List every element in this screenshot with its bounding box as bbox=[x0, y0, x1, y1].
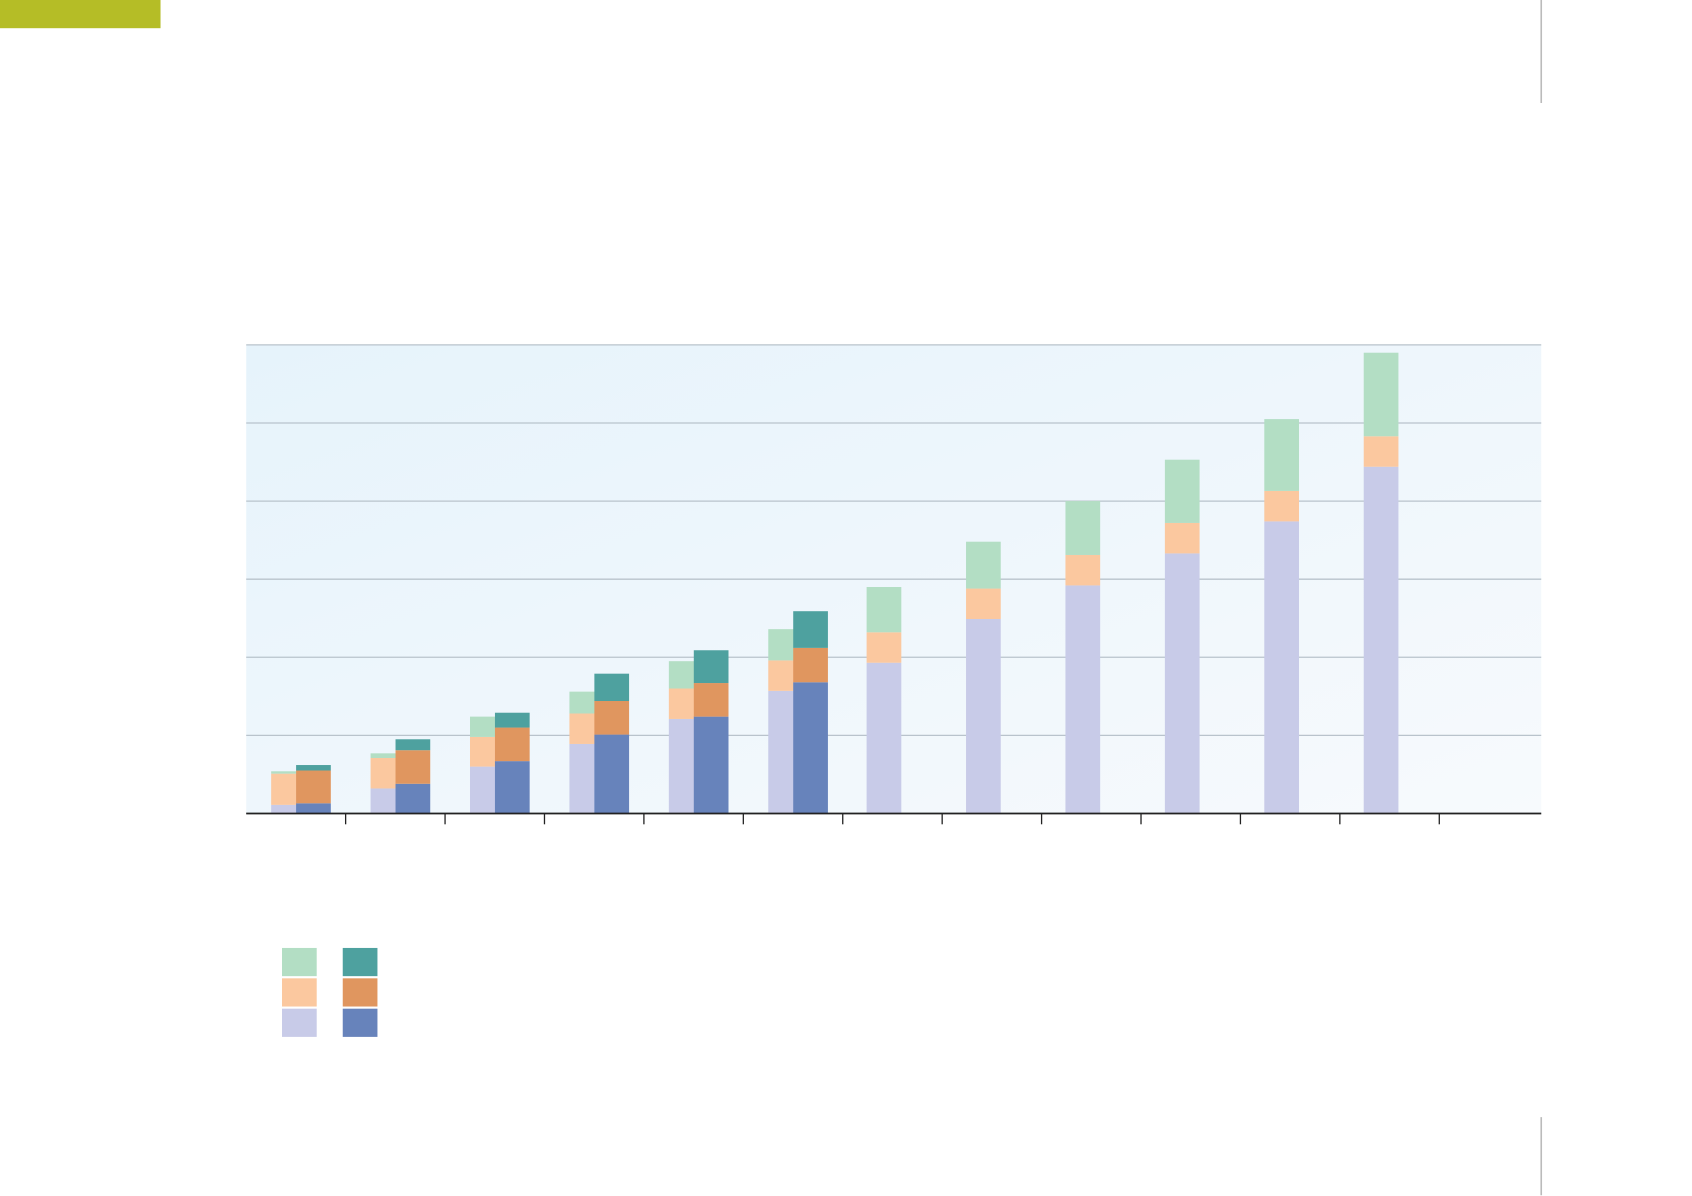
legend-swatch bbox=[282, 1008, 317, 1037]
bar-segment bbox=[693, 716, 729, 814]
bar-segment bbox=[594, 734, 630, 814]
bar-segment bbox=[594, 673, 630, 702]
bar-segment bbox=[866, 632, 902, 663]
bar-segment bbox=[1065, 554, 1101, 586]
legend-swatch bbox=[342, 947, 378, 977]
bar-segment bbox=[494, 727, 530, 762]
bar-segment bbox=[793, 611, 828, 648]
bar-segment bbox=[768, 629, 795, 661]
bar-segment bbox=[470, 736, 497, 767]
bar-segment bbox=[470, 716, 497, 737]
bar-segment bbox=[1164, 553, 1200, 814]
bar-segment bbox=[793, 682, 828, 814]
bar-segment bbox=[594, 701, 630, 735]
bar-segment bbox=[271, 804, 298, 814]
bar-segment bbox=[370, 758, 397, 789]
bar-segment bbox=[370, 753, 397, 759]
bar-segment bbox=[1264, 490, 1300, 522]
bar-segment bbox=[1065, 585, 1101, 814]
bar-segment bbox=[866, 586, 902, 633]
bar-segment bbox=[370, 788, 397, 814]
bar-segment bbox=[866, 662, 902, 814]
bar-segment bbox=[296, 770, 331, 804]
bar-segment bbox=[271, 771, 298, 774]
bar-segment bbox=[966, 619, 1001, 814]
bar-segment bbox=[395, 739, 431, 751]
bar-segment bbox=[668, 661, 695, 689]
legend-swatch bbox=[282, 947, 317, 977]
bar-segment bbox=[1164, 522, 1200, 554]
bar-segment bbox=[1363, 436, 1399, 467]
bar-segment bbox=[395, 750, 431, 784]
bar-segment bbox=[494, 712, 530, 728]
bar-segment bbox=[693, 683, 729, 717]
bar-segment bbox=[494, 761, 530, 814]
bar-segment bbox=[569, 691, 596, 714]
legend-swatch bbox=[282, 978, 317, 1007]
bar-segment bbox=[668, 718, 695, 814]
bar-segment bbox=[768, 690, 795, 814]
bar-segment bbox=[966, 588, 1001, 620]
bar-segment bbox=[1363, 466, 1399, 814]
legend-swatch bbox=[342, 978, 378, 1007]
legend-swatch bbox=[342, 1008, 378, 1037]
bar-segment bbox=[966, 541, 1001, 589]
bar-segment bbox=[1065, 501, 1101, 555]
header-tab bbox=[0, 0, 161, 29]
bar-segment bbox=[296, 765, 331, 771]
bar-segment bbox=[1264, 419, 1300, 491]
bar-segment bbox=[768, 660, 795, 691]
bar-segment bbox=[1164, 459, 1200, 523]
bar-segment bbox=[793, 647, 828, 683]
bar-segment bbox=[1363, 352, 1399, 437]
bar-segment bbox=[569, 743, 596, 814]
bar-segment bbox=[668, 688, 695, 719]
bar-segment bbox=[395, 783, 431, 814]
bar-segment bbox=[271, 773, 298, 805]
bar-segment bbox=[693, 650, 729, 684]
bar-segment bbox=[1264, 521, 1300, 814]
bar-segment bbox=[569, 713, 596, 744]
bar-segment bbox=[470, 766, 497, 814]
bar-segment bbox=[296, 803, 331, 814]
